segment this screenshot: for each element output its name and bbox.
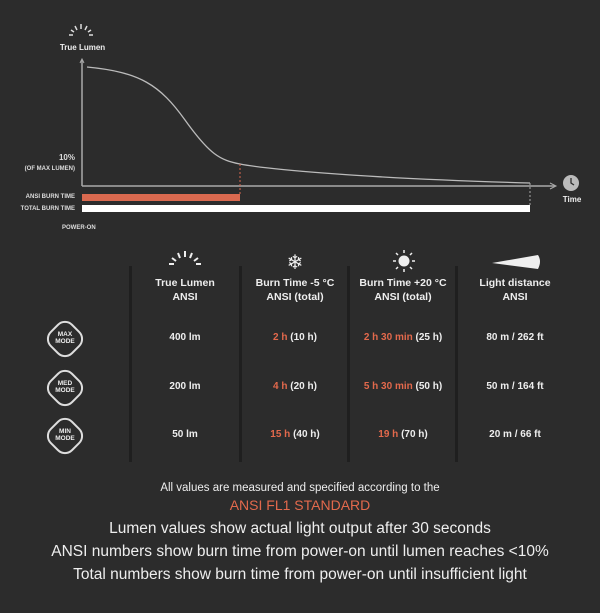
clock-icon — [563, 175, 579, 191]
sunrise-icon — [169, 251, 201, 265]
col-header-lumen: True Lumen ANSI — [155, 277, 215, 303]
col-header-distance: Light distance ANSI — [479, 277, 551, 303]
distance-cell: 50 m / 164 ft — [486, 381, 544, 392]
lumen-cell: 400 lm — [169, 332, 201, 343]
snowflake-icon: ❄ — [287, 252, 304, 274]
footer-note-lumen: Lumen values show actual light output af… — [109, 520, 491, 537]
warm-burn-cell: 19 h (70 h) — [378, 429, 428, 440]
cold-burn-cell: 2 h (10 h) — [273, 332, 317, 343]
divider — [347, 266, 350, 462]
threshold-sublabel: (OF MAX LUMEN) — [24, 166, 75, 172]
lumen-cell: 200 lm — [169, 381, 201, 392]
total-burn-bar — [82, 205, 530, 212]
distance-cell: 20 m / 66 ft — [489, 429, 541, 440]
lumen-cell: 50 lm — [172, 429, 198, 440]
col-header-warm: Burn Time +20 °C ANSI (total) — [359, 277, 447, 303]
cold-burn-cell: 4 h (20 h) — [273, 381, 317, 392]
total-bar-label: TOTAL BURN TIME — [20, 206, 75, 212]
footer-intro: All values are measured and specified ac… — [160, 482, 440, 494]
x-axis-arrow — [549, 182, 558, 190]
divider — [455, 266, 458, 462]
sunrise-icon — [69, 24, 93, 36]
sun-icon — [393, 250, 415, 272]
power-on-label: POWER-ON — [62, 225, 96, 231]
y-axis-label: True Lumen — [59, 43, 106, 52]
divider — [239, 266, 242, 462]
mode-label: MAX MODE — [55, 331, 75, 345]
ansi-bar-label: ANSI BURN TIME — [25, 194, 75, 200]
header-icons: ❄ — [169, 250, 540, 274]
ansi-burn-bar — [82, 194, 240, 201]
y-axis-arrow — [79, 57, 85, 64]
divider — [129, 266, 132, 462]
col-header-cold: Burn Time -5 °C ANSI (total) — [255, 277, 335, 303]
x-axis-label: Time — [562, 195, 582, 204]
footer-note-total: Total numbers show burn time from power-… — [73, 566, 527, 583]
threshold-label: 10% — [58, 153, 75, 162]
footer-standard: ANSI FL1 STANDARD — [229, 497, 371, 513]
warm-burn-cell: 2 h 30 min (25 h) — [363, 332, 443, 343]
lumen-curve-graph — [69, 24, 579, 212]
mode-label: MED MODE — [55, 380, 75, 394]
lumen-curve — [86, 66, 531, 184]
footer-note-ansi: ANSI numbers show burn time from power-o… — [51, 543, 549, 560]
cold-burn-cell: 15 h (40 h) — [270, 429, 320, 440]
distance-cell: 80 m / 262 ft — [486, 332, 544, 343]
mode-label: MIN MODE — [55, 428, 75, 442]
warm-burn-cell: 5 h 30 min (50 h) — [363, 381, 443, 392]
beam-icon — [492, 255, 540, 269]
